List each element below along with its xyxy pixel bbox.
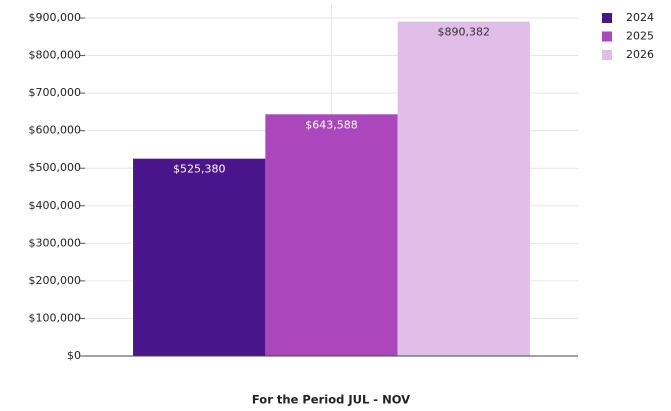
legend-swatch [602, 13, 612, 23]
y-tick-label: $200,000 [29, 274, 82, 287]
y-tick-label: $0 [67, 349, 81, 362]
value-label: $890,382 [438, 26, 491, 39]
legend-swatch [602, 50, 612, 60]
bar [265, 114, 398, 356]
legend-swatch [602, 31, 612, 42]
bar [133, 158, 266, 356]
y-tick-label: $800,000 [29, 49, 82, 62]
value-label: $525,380 [173, 163, 226, 176]
legend-label: 2026 [626, 48, 654, 61]
y-tick-label: $100,000 [29, 311, 82, 324]
x-axis-label: For the Period JUL - NOV [252, 393, 410, 407]
legend-label: 2025 [626, 30, 654, 43]
y-tick-label: $900,000 [29, 11, 82, 24]
y-tick-label: $300,000 [29, 236, 82, 249]
y-tick-label: $600,000 [29, 124, 82, 137]
legend-label: 2024 [626, 11, 654, 24]
y-tick-label: $400,000 [29, 199, 82, 212]
y-tick-label: $500,000 [29, 161, 82, 174]
value-label: $643,588 [305, 118, 358, 131]
y-tick-label: $700,000 [29, 86, 82, 99]
bar [397, 21, 530, 357]
